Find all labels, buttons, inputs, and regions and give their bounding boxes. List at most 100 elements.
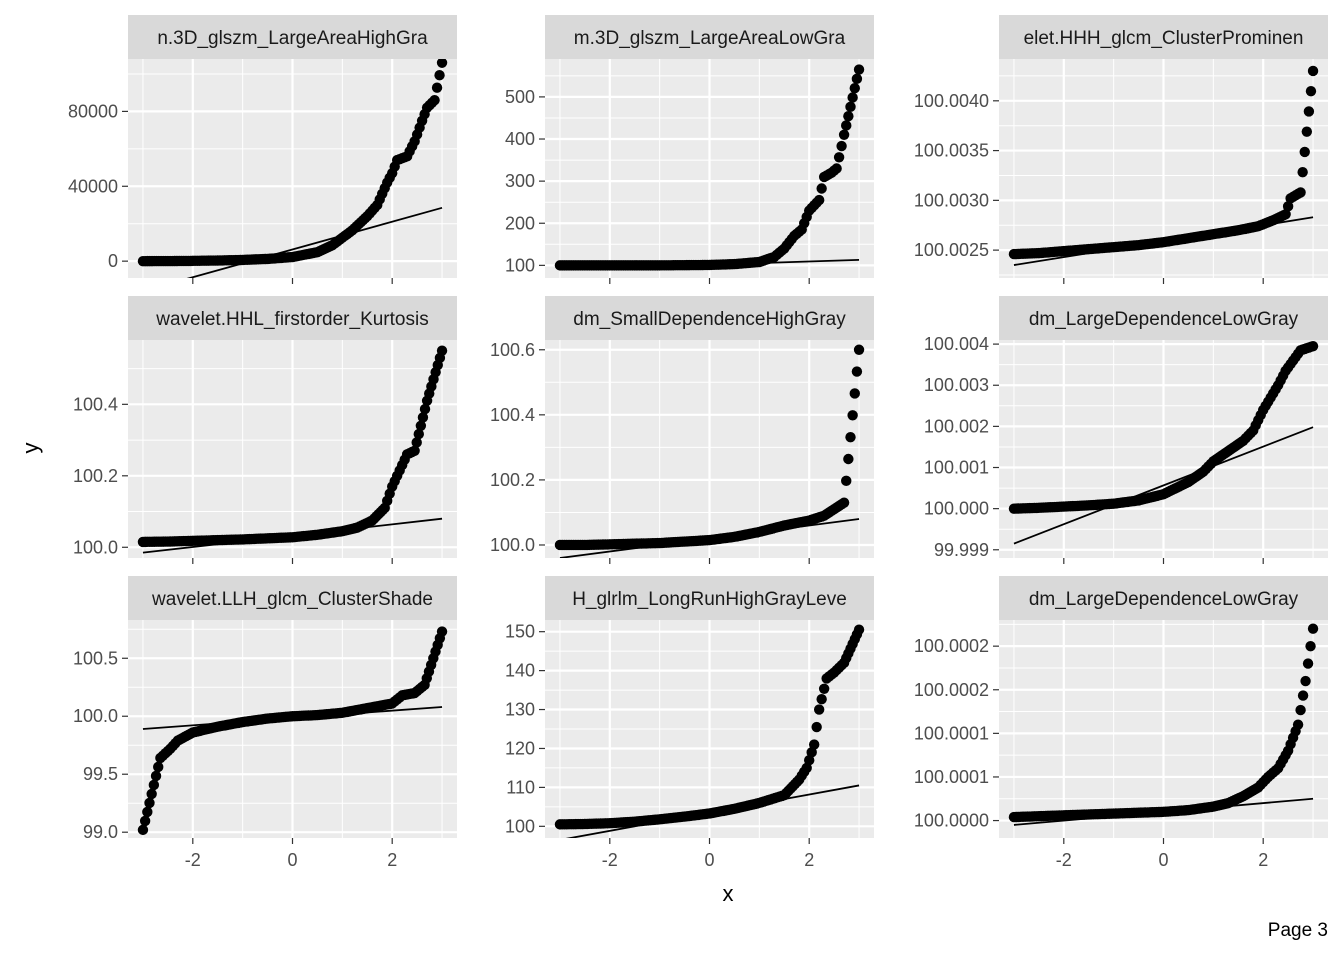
- qq-point: [1295, 704, 1306, 716]
- qq-point: [436, 626, 448, 637]
- qq-point: [816, 183, 827, 194]
- panel-plot-area: [554, 624, 865, 838]
- qq-point: [851, 73, 863, 85]
- y-tick-label: 100.0002: [914, 680, 989, 700]
- facet-strip-label: wavelet.LLH_glcm_ClusterShade: [151, 589, 433, 610]
- qq-point: [838, 497, 850, 508]
- qq-point: [849, 388, 860, 399]
- y-tick-label: 100.0002: [914, 636, 989, 656]
- qq-point: [417, 412, 429, 423]
- qq-point: [1301, 126, 1313, 137]
- y-tick-label: 100.4: [490, 405, 535, 425]
- qq-point: [139, 815, 151, 827]
- y-tick-label: 80000: [68, 101, 118, 121]
- facet-strip: [128, 296, 457, 340]
- y-axis-title: y: [18, 443, 43, 454]
- facet-strip-label: dm_LargeDependenceLowGray: [1029, 309, 1299, 330]
- qq-point: [847, 410, 858, 421]
- qq-point: [436, 59, 448, 68]
- facet-panel: dm_LargeDependenceLowGray 100.0000 100.000…: [914, 576, 1328, 870]
- facet-strip-label: elet.HHH_glcm_ClusterProminen: [1024, 28, 1304, 49]
- facet-strip-label: m.3D_glszm_LargeAreaLowGra: [574, 28, 846, 49]
- y-tick-label: 40000: [68, 176, 118, 196]
- qq-point: [1300, 675, 1311, 687]
- qq-point: [836, 140, 847, 152]
- x-tick-label: -2: [602, 850, 618, 870]
- y-tick-label: 100.004: [924, 334, 989, 354]
- x-tick-label: 2: [1258, 850, 1268, 870]
- qq-point: [150, 770, 162, 782]
- y-tick-label: 100.0001: [914, 767, 989, 787]
- y-tick-label: 100.2: [73, 466, 118, 486]
- x-tick-label: 2: [804, 850, 814, 870]
- qq-point: [813, 704, 825, 715]
- facet-strip: [999, 576, 1328, 620]
- y-tick-label: 100.0: [73, 537, 118, 557]
- y-tick-label: 100.0040: [914, 91, 989, 111]
- qq-point: [1292, 719, 1304, 730]
- panel-plot-area: [1008, 340, 1319, 545]
- facet-panel: H_glrlm_LongRunHighGrayLeve 100 110 120 130 1…: [505, 576, 874, 870]
- x-tick-label: -2: [185, 850, 201, 870]
- y-tick-label: 400: [505, 129, 535, 149]
- facet-strip-label: wavelet.HHL_firstorder_Kurtosis: [155, 309, 428, 330]
- facet-strip: [545, 15, 874, 59]
- qq-point: [847, 92, 858, 103]
- y-tick-label: 99.999: [934, 540, 989, 560]
- qq-point: [838, 129, 850, 141]
- qq-point: [843, 453, 854, 465]
- qq-point: [429, 94, 440, 106]
- qq-point: [831, 163, 842, 174]
- y-tick-label: 100.002: [924, 416, 989, 436]
- qq-point: [818, 683, 830, 694]
- facet-strip: [545, 576, 874, 620]
- y-tick-label: 100.0: [73, 706, 118, 726]
- facet-panel: dm_LargeDependenceLowGray 99.999 100.000 10…: [924, 296, 1328, 564]
- panel-plot-area: [554, 344, 865, 558]
- y-tick-label: 100.0030: [914, 190, 989, 210]
- y-tick-label: 500: [505, 87, 535, 107]
- y-tick-label: 100: [505, 255, 535, 275]
- qq-point: [1297, 690, 1309, 701]
- y-tick-label: 100.2: [490, 470, 535, 490]
- x-tick-label: 0: [287, 850, 297, 870]
- y-tick-label: 100.5: [73, 648, 118, 668]
- qq-point: [431, 82, 443, 93]
- x-tick-label: 2: [387, 850, 397, 870]
- qq-point: [816, 693, 827, 705]
- qq-point: [1297, 166, 1308, 178]
- panel-plot-area: [137, 59, 448, 278]
- qq-point: [841, 475, 852, 487]
- qq-point: [413, 428, 424, 440]
- qq-point: [845, 431, 856, 443]
- facet-strip: [545, 296, 874, 340]
- qq-point: [146, 788, 157, 800]
- qq-point: [1307, 340, 1319, 352]
- y-tick-label: 110: [506, 777, 535, 797]
- qq-point: [434, 70, 445, 81]
- qq-point: [833, 152, 845, 163]
- y-tick-label: 100.0001: [914, 723, 989, 743]
- qq-point: [853, 64, 865, 75]
- qq-point: [1305, 85, 1317, 97]
- facet-strip-label: H_glrlm_LongRunHighGrayLeve: [572, 589, 847, 610]
- qq-point: [811, 721, 822, 733]
- qq-point: [813, 194, 825, 206]
- y-tick-label: 200: [505, 213, 535, 233]
- y-tick-label: 130: [505, 700, 535, 720]
- y-tick-label: 150: [505, 622, 535, 642]
- y-tick-label: 100.000: [924, 499, 989, 519]
- y-tick-label: 100.0025: [914, 240, 989, 260]
- qq-point: [1295, 187, 1306, 198]
- y-tick-label: 100.001: [924, 458, 989, 478]
- facet-panel: dm_SmallDependenceHighGray 100.0 100.2 100.…: [490, 296, 874, 564]
- y-tick-label: 0: [108, 251, 118, 271]
- y-tick-label: 100.0000: [914, 811, 989, 831]
- qq-point: [853, 344, 865, 355]
- qq-point: [1282, 201, 1294, 212]
- qq-point: [144, 797, 155, 809]
- qq-point: [1280, 209, 1291, 220]
- qq-point: [1307, 623, 1319, 634]
- facet-panel: wavelet.HHL_firstorder_Kurtosis 100.0 100.…: [73, 296, 457, 564]
